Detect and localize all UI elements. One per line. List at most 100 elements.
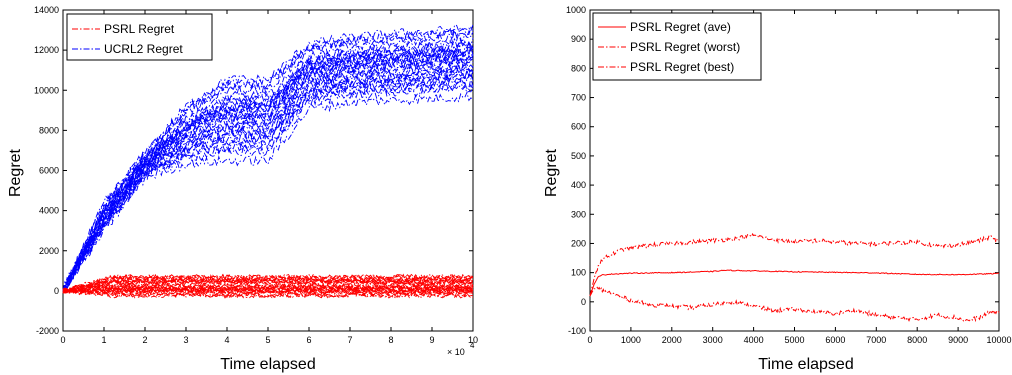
right-y-tick-label: 400 (571, 180, 586, 190)
psrl-run-line (62, 285, 474, 294)
psrl-best-line (589, 286, 1000, 323)
right-x-tick-label: 2000 (662, 335, 682, 345)
ucrl2-run-line (62, 84, 474, 294)
right-y-tick-label: 0 (581, 297, 586, 307)
right-x-tick-label: 10000 (986, 335, 1011, 345)
ucrl2-run-line (62, 78, 474, 294)
right-legend-label: PSRL Regret (ave) (630, 20, 731, 34)
left-x-tick-label: 10 (468, 335, 478, 345)
ucrl2-run-line (62, 54, 474, 292)
right-y-tick-label: 600 (571, 122, 586, 132)
psrl-run-line (62, 284, 474, 294)
ucrl2-run-line (62, 74, 474, 292)
right-y-tick-label: 1000 (566, 5, 586, 15)
ucrl2-run-line (62, 46, 474, 292)
psrl-run-line (62, 274, 474, 292)
right-legend-label: PSRL Regret (best) (630, 60, 734, 74)
right-x-tick-label: 6000 (825, 335, 845, 345)
left-x-tick-label: 9 (429, 335, 434, 345)
right-x-tick-label: 4000 (744, 335, 764, 345)
ucrl2-run-line (62, 91, 474, 292)
left-legend-box (66, 13, 213, 61)
left-chart: Regret Time elapsed × 10 4 -200002000400… (7, 5, 478, 373)
psrl-run-line (62, 277, 474, 294)
right-legend-label: PSRL Regret (worst) (630, 40, 740, 54)
psrl-run-line (62, 275, 474, 293)
psrl-run-line (62, 287, 474, 294)
right-y-axis-label: Regret (543, 148, 560, 197)
left-x-tick-label: 1 (101, 335, 106, 345)
left-x-axis-label: Time elapsed (220, 356, 315, 373)
right-y-tick-label: 700 (571, 93, 586, 103)
right-y-tick-label: -100 (568, 326, 586, 336)
left-x-tick-label: 7 (347, 335, 352, 345)
right-y-tick-label: 100 (571, 268, 586, 278)
left-y-axis-label: Regret (7, 148, 24, 197)
ucrl2-series (62, 24, 474, 294)
ucrl2-run-line (62, 45, 474, 292)
ucrl2-run-line (62, 51, 474, 292)
psrl-run-line (62, 279, 474, 293)
right-x-tick-label: 8000 (907, 335, 927, 345)
ucrl2-run-line (62, 26, 474, 292)
ucrl2-run-line (62, 40, 474, 292)
right-x-tick-label: 3000 (703, 335, 723, 345)
left-y-tick-label: 14000 (34, 5, 59, 15)
ucrl2-run-line (62, 62, 474, 292)
left-y-tick-label: 10000 (34, 85, 59, 95)
psrl-run-line (62, 277, 474, 294)
psrl-ave-line (589, 269, 999, 297)
ucrl2-run-line (62, 58, 474, 292)
left-y-tick-label: 6000 (39, 166, 59, 176)
ucrl2-run-line (62, 46, 474, 292)
psrl-run-line (62, 277, 474, 294)
right-x-tick-label: 0 (587, 335, 592, 345)
ucrl2-run-line (62, 68, 474, 292)
ucrl2-run-line (62, 31, 474, 292)
left-x-tick-label: 4 (224, 335, 229, 345)
ucrl2-run-line (62, 73, 474, 293)
ucrl2-run-line (62, 40, 474, 292)
left-x-tick-label: 5 (265, 335, 270, 345)
right-x-tick-label: 7000 (866, 335, 886, 345)
left-x-tick-label: 2 (142, 335, 147, 345)
psrl-run-line (62, 286, 474, 294)
left-x-multiplier-exponent: 4 (470, 341, 475, 350)
right-x-tick-label: 9000 (948, 335, 968, 345)
right-y-tick-label: 300 (571, 209, 586, 219)
left-y-tick-label: 12000 (34, 45, 59, 55)
left-legend-label: UCRL2 Regret (104, 42, 183, 56)
psrl-worst-line (589, 232, 1000, 297)
right-chart: Regret Time elapsed -1000100200300400500… (543, 5, 1012, 373)
left-y-tick-label: 4000 (39, 206, 59, 216)
left-y-tick-label: 2000 (39, 246, 59, 256)
left-x-tick-label: 0 (60, 335, 65, 345)
psrl-run-line (62, 288, 474, 299)
right-y-tick-label: 200 (571, 238, 586, 248)
left-x-tick-label: 3 (183, 335, 188, 345)
right-y-tick-label: 800 (571, 63, 586, 73)
ucrl2-run-line (62, 68, 474, 292)
ucrl2-run-line (62, 29, 474, 292)
ucrl2-run-line (62, 57, 474, 292)
right-x-tick-label: 1000 (621, 335, 641, 345)
ucrl2-run-line (62, 48, 474, 292)
right-legend: PSRL Regret (ave) PSRL Regret (worst) PSRL… (592, 12, 762, 81)
ucrl2-run-line (62, 81, 474, 292)
left-x-multiplier-base: × 10 (447, 347, 465, 357)
left-y-tick-label: 0 (54, 286, 59, 296)
right-x-tick-label: 5000 (784, 335, 804, 345)
psrl-run-line (62, 283, 474, 293)
left-x-tick-label: 8 (388, 335, 393, 345)
ucrl2-run-line (62, 54, 474, 292)
left-x-multiplier: × 10 4 (447, 341, 475, 357)
psrl-series (62, 273, 474, 299)
right-y-tick-label: 900 (571, 34, 586, 44)
left-legend: PSRL Regret UCRL2 Regret (66, 13, 213, 61)
psrl-run-line (62, 285, 474, 294)
left-legend-label: PSRL Regret (104, 22, 175, 36)
ucrl2-run-line (62, 24, 474, 291)
right-y-tick-label: 500 (571, 151, 586, 161)
left-y-tick-label: 8000 (39, 125, 59, 135)
